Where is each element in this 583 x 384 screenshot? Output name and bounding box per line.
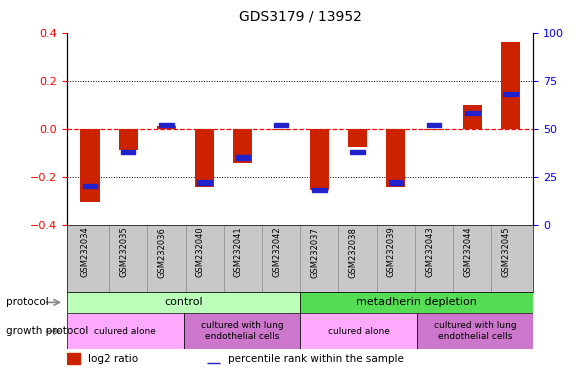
Text: GSM232043: GSM232043 <box>425 227 434 277</box>
Text: GSM232037: GSM232037 <box>310 227 319 278</box>
Bar <box>350 149 365 154</box>
Bar <box>184 313 300 349</box>
Text: GSM232038: GSM232038 <box>349 227 357 278</box>
Text: culured alone: culured alone <box>94 327 156 336</box>
Text: GSM232039: GSM232039 <box>387 227 396 277</box>
Bar <box>67 353 80 364</box>
Text: cultured with lung
endothelial cells: cultured with lung endothelial cells <box>201 321 283 341</box>
Bar <box>312 188 326 192</box>
Text: metadherin depletion: metadherin depletion <box>356 297 477 308</box>
Bar <box>388 180 403 185</box>
Bar <box>465 111 480 116</box>
Text: GSM232040: GSM232040 <box>196 227 205 277</box>
Bar <box>463 105 482 129</box>
Bar <box>424 129 444 130</box>
Text: cultured with lung
endothelial cells: cultured with lung endothelial cells <box>434 321 517 341</box>
Text: culured alone: culured alone <box>328 327 389 336</box>
Text: GSM232041: GSM232041 <box>234 227 243 277</box>
Bar <box>198 180 212 185</box>
Text: control: control <box>164 297 203 308</box>
Bar <box>207 362 220 363</box>
Bar <box>503 92 518 96</box>
Bar <box>119 129 138 150</box>
Bar <box>427 122 441 127</box>
Bar <box>80 129 100 202</box>
Bar <box>233 129 252 164</box>
Text: GSM232042: GSM232042 <box>272 227 281 277</box>
Bar <box>195 129 214 187</box>
Text: GSM232036: GSM232036 <box>157 227 166 278</box>
Bar <box>83 184 97 189</box>
Text: GSM232035: GSM232035 <box>119 227 128 277</box>
Bar <box>159 122 174 127</box>
Text: percentile rank within the sample: percentile rank within the sample <box>228 354 404 364</box>
Text: GSM232034: GSM232034 <box>81 227 90 277</box>
Bar <box>67 292 300 313</box>
Bar <box>274 122 289 127</box>
Text: log2 ratio: log2 ratio <box>88 354 138 364</box>
Bar <box>236 155 250 160</box>
Text: growth protocol: growth protocol <box>6 326 88 336</box>
Bar <box>67 313 184 349</box>
Bar <box>348 129 367 147</box>
Text: GSM232044: GSM232044 <box>463 227 472 277</box>
Text: GSM232045: GSM232045 <box>501 227 511 277</box>
Bar <box>501 42 520 129</box>
Bar <box>387 129 405 187</box>
Bar <box>272 129 291 130</box>
Bar <box>310 129 329 190</box>
Bar <box>300 313 417 349</box>
Text: protocol: protocol <box>6 297 48 308</box>
Bar <box>121 149 135 154</box>
Bar <box>157 126 176 129</box>
Text: GDS3179 / 13952: GDS3179 / 13952 <box>239 9 361 23</box>
Bar <box>300 292 533 313</box>
Bar <box>417 313 533 349</box>
